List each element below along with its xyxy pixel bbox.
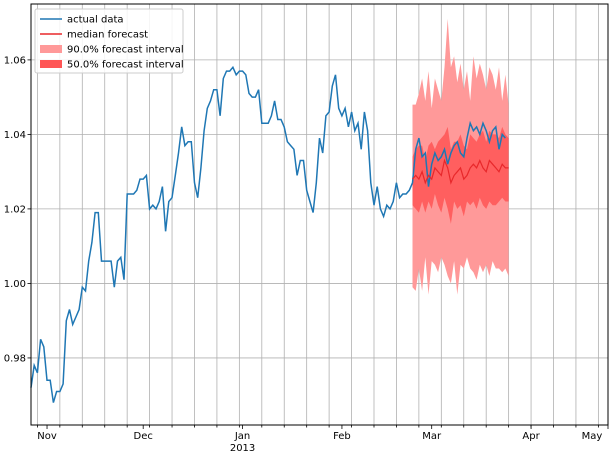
- legend-label: median forecast: [67, 30, 148, 41]
- x-tick-label: Mar: [422, 431, 442, 442]
- band-50: [412, 126, 509, 224]
- legend-swatch: [40, 60, 62, 68]
- legend-label: actual data: [67, 15, 124, 26]
- x-tick-label: Feb: [333, 431, 351, 442]
- legend-label: 90.0% forecast interval: [67, 45, 184, 56]
- x-tick-sublabel: 2013: [230, 443, 255, 453]
- grid: [31, 4, 608, 425]
- x-tick-label: Apr: [522, 431, 540, 442]
- legend-box: [34, 8, 184, 74]
- x-tick-label: Dec: [134, 431, 153, 442]
- legend: actual data median forecast 90.0% forecast…: [34, 8, 184, 74]
- x-tick-label: Nov: [37, 431, 57, 442]
- legend-swatch: [40, 45, 62, 53]
- plot-frame: [30, 3, 609, 426]
- y-tick-label: 1.04: [4, 130, 26, 141]
- y-tick-label: 1.02: [4, 204, 26, 215]
- actual-data-line: [30, 65, 506, 403]
- median-forecast-line: [412, 158, 509, 185]
- forecast-bands: [412, 18, 509, 295]
- x-tick-label: May: [582, 431, 603, 442]
- y-tick-label: 1.00: [4, 279, 26, 290]
- y-tick-label: 1.06: [4, 55, 26, 66]
- x-tick-label: Jan: [234, 431, 250, 442]
- legend-label: 50.0% forecast interval: [67, 60, 184, 71]
- y-tick-label: 0.98: [4, 353, 26, 364]
- series-lines: [30, 65, 509, 403]
